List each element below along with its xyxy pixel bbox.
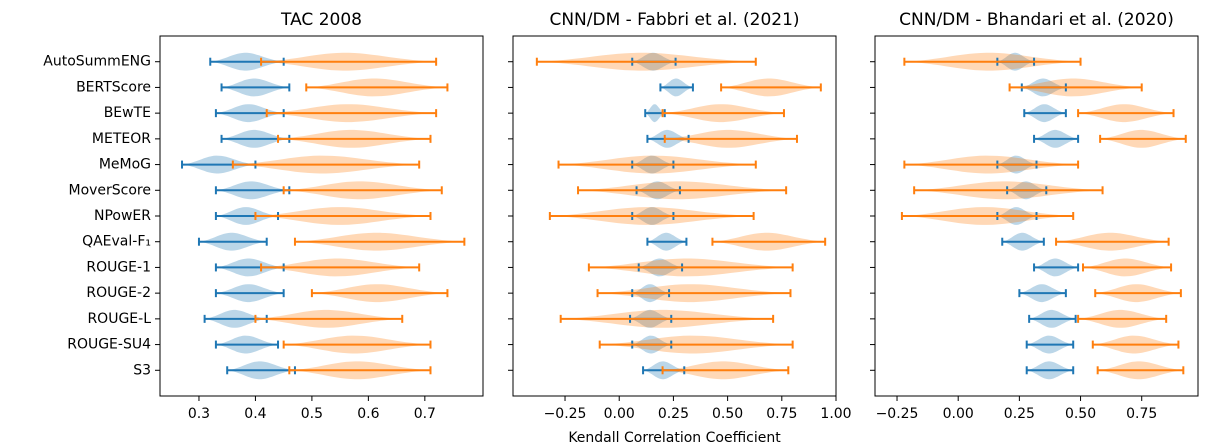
x-tick-label: 0.50: [712, 406, 743, 422]
x-tick-label: 1.00: [820, 406, 851, 422]
y-tick-label: QAEval-F₁: [82, 234, 151, 250]
panel-title: TAC 2008: [280, 10, 362, 30]
plot-frame: [512, 35, 837, 397]
x-tick-label: −0.25: [544, 406, 587, 422]
y-tick-label: MoverScore: [68, 182, 151, 198]
x-tick-label: 0.25: [1004, 406, 1035, 422]
x-tick-label: 0.25: [658, 406, 689, 422]
y-tick-label: BEwTE: [104, 105, 151, 121]
x-tick-label: 0.6: [357, 406, 379, 422]
y-tick-label: NPowER: [94, 208, 151, 224]
x-tick-label: 0.00: [604, 406, 635, 422]
y-tick-label: ROUGE-L: [87, 311, 151, 327]
y-tick-label: S3: [133, 362, 151, 378]
x-tick-label: 0.7: [414, 406, 436, 422]
panel-title: CNN/DM - Bhandari et al. (2020): [899, 10, 1174, 30]
y-tick-label: ROUGE-SU4: [67, 337, 151, 353]
x-tick-label: 0.4: [244, 406, 266, 422]
x-tick-label: −0.25: [876, 406, 919, 422]
x-tick-label: 0.00: [943, 406, 974, 422]
y-tick-label: AutoSummENG: [43, 54, 151, 70]
y-tick-label: ROUGE-2: [86, 285, 151, 301]
x-tick-label: 0.5: [301, 406, 323, 422]
plot-frame: [159, 35, 484, 397]
x-tick-label: 0.75: [1126, 406, 1157, 422]
x-tick-label: 0.3: [188, 406, 210, 422]
panel-title: CNN/DM - Fabbri et al. (2021): [549, 10, 799, 30]
y-tick-label: BERTScore: [76, 79, 151, 95]
y-tick-label: MeMoG: [99, 157, 151, 173]
plot-frame: [874, 35, 1199, 397]
x-tick-label: 0.50: [1065, 406, 1096, 422]
x-axis-label: Kendall Correlation Coefficient: [568, 430, 781, 446]
y-tick-label: ROUGE-1: [86, 259, 151, 275]
x-tick-label: 0.75: [766, 406, 797, 422]
y-tick-label: METEOR: [92, 131, 151, 147]
